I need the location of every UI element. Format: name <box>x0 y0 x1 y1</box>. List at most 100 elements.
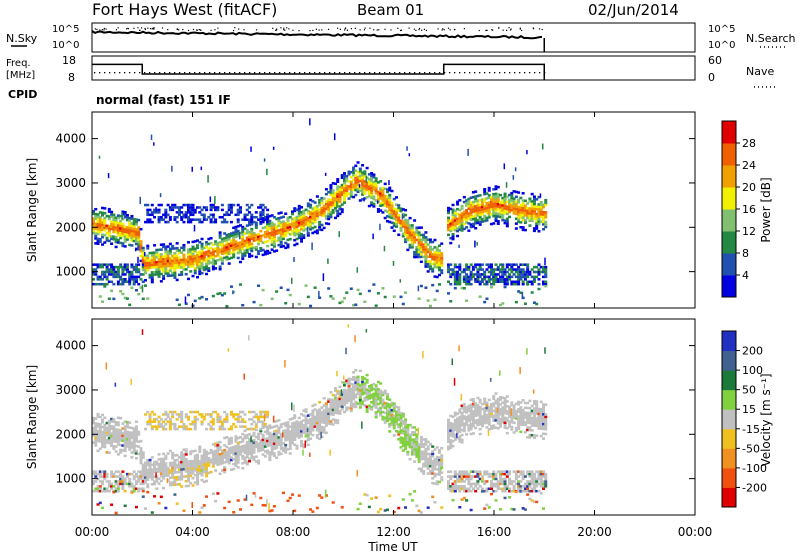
echo-cell <box>211 492 215 496</box>
echo-cell <box>164 255 168 258</box>
echo-cell <box>263 455 267 458</box>
freq-label-line1: Freq. <box>6 58 31 69</box>
echo-cell <box>338 397 342 401</box>
echo-cell <box>530 217 534 220</box>
echo-cell <box>388 422 392 426</box>
echo-cell <box>119 214 123 218</box>
echo-cell <box>139 482 143 486</box>
echo-cell <box>164 413 168 416</box>
echo-cell <box>105 270 109 274</box>
echo-cell <box>426 238 430 241</box>
echo-cell <box>379 192 383 195</box>
echo-cell <box>392 229 396 233</box>
echo-cell <box>119 219 123 223</box>
echo-cell <box>173 483 177 486</box>
echo-cell <box>175 453 179 457</box>
echo-cell <box>171 203 175 207</box>
echo-cell <box>137 477 141 481</box>
echo-cell <box>141 251 145 255</box>
echo-cell <box>354 174 358 177</box>
echo-cell <box>225 435 229 439</box>
echo-cell <box>261 415 265 419</box>
echo-cell <box>406 248 410 252</box>
echo-cell <box>284 222 288 225</box>
echo-cell <box>361 181 365 184</box>
echo-cell <box>281 227 285 231</box>
echo-cell <box>103 440 107 444</box>
echo-cell <box>458 282 462 286</box>
echo-cell <box>198 469 202 473</box>
echo-cell <box>234 457 238 460</box>
echo-cell <box>112 273 116 276</box>
echo-cell <box>395 412 399 416</box>
echo-cell <box>440 257 444 260</box>
echo-cell <box>428 462 432 465</box>
echo-cell <box>254 248 258 251</box>
echo-cell <box>388 203 392 207</box>
echo-cell <box>347 170 351 174</box>
echo-cell <box>119 443 123 447</box>
echo-cell <box>385 395 389 398</box>
echo-cell <box>385 190 389 194</box>
echo-cell <box>365 196 369 199</box>
echo-cell <box>519 216 523 219</box>
echo-cell <box>433 250 437 254</box>
echo-cell <box>526 202 530 205</box>
echo-cell <box>478 203 482 207</box>
echo-cell <box>286 423 290 427</box>
echo-cell <box>363 399 367 402</box>
echo-cell <box>295 432 299 436</box>
echo-cell <box>503 199 507 203</box>
echo-cell <box>358 406 362 409</box>
echo-cell <box>220 208 224 212</box>
echo-cell <box>510 204 514 207</box>
nsearch-point <box>384 28 386 30</box>
echo-cell <box>146 266 150 270</box>
echo-cell <box>216 208 220 212</box>
echo-cell <box>177 261 181 264</box>
echo-cell <box>469 282 473 286</box>
echo-cell <box>395 213 399 216</box>
echo-cell <box>157 467 161 471</box>
echo-cell <box>478 295 482 298</box>
echo-cell <box>431 262 435 266</box>
echo-cell <box>232 255 236 259</box>
echo-cell <box>381 201 385 204</box>
echo-cell <box>218 455 222 458</box>
echo-cell <box>297 428 301 432</box>
echo-cell <box>306 426 310 430</box>
echo-cell <box>227 440 231 443</box>
echo-cell <box>417 245 421 249</box>
echo-cell <box>327 417 331 420</box>
echo-cell <box>180 246 184 250</box>
echo-cell <box>141 456 145 459</box>
echo-cell <box>437 449 441 452</box>
echo-cell <box>141 268 145 272</box>
echo-cell <box>112 220 116 224</box>
echo-cell <box>288 432 292 436</box>
echo-cell <box>510 280 514 284</box>
echo-cell <box>320 199 324 202</box>
echo-cell <box>440 254 444 258</box>
echo-cell <box>189 220 193 224</box>
echo-cell <box>324 416 328 420</box>
echo-cell <box>440 446 444 450</box>
echo-cell <box>508 263 512 266</box>
echo-cell <box>530 268 534 271</box>
echo-cell <box>297 229 301 232</box>
echo-cell <box>155 248 159 252</box>
echo-cell <box>252 458 256 462</box>
echo-cell <box>431 464 435 468</box>
echo-cell <box>338 402 342 406</box>
echo-cell <box>123 232 127 236</box>
nave-point <box>504 72 506 74</box>
echo-cell <box>320 420 324 424</box>
echo-cell <box>92 212 95 215</box>
echo-cell <box>155 273 159 276</box>
echo-cell <box>426 464 430 468</box>
echo-cell <box>101 413 105 417</box>
echo-cell <box>410 450 414 454</box>
echo-cell <box>417 460 421 463</box>
echo-cell <box>103 224 107 227</box>
echo-cell <box>458 208 462 212</box>
